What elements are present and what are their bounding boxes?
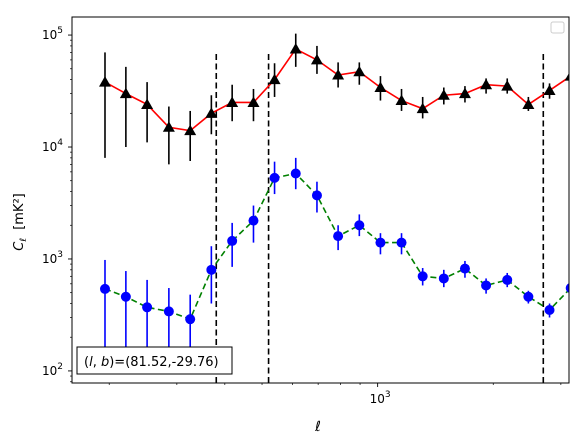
y-tick-label-2: 104 [42,138,63,154]
y-axis-label-unit: [mK²] [12,193,27,230]
axis-tick-labels: 102 103 104 105 103 [42,26,391,406]
legend-box [550,21,565,34]
x-axis-label: ℓ [314,419,321,435]
y-tick-label-1: 103 [42,250,63,266]
series-0-point-11 [332,68,345,80]
series-0-point-10 [310,53,323,65]
series-1-point-11 [333,231,344,242]
series-1-point-20 [523,291,534,302]
series-0-point-1 [119,87,132,99]
series-1-point-0 [99,283,110,294]
series-1-point-9 [290,168,301,179]
series-1-point-12 [354,220,365,231]
series-0-point-15 [416,102,429,114]
series-0 [98,33,569,165]
series-1-point-2 [142,302,153,313]
plot-frame [71,16,570,384]
series-1-point-4 [185,314,196,325]
series-1-point-7 [248,215,259,226]
series-1-point-8 [269,172,280,183]
x-tick-label-0: 103 [370,390,391,406]
series-0-point-16 [437,89,450,100]
series-1-point-19 [502,274,513,285]
y-tick-label-3: 105 [42,26,63,42]
y-axis-label-sub: ℓ [19,238,29,243]
annotation-box: (l, b)=(81.52,-29.76) [76,346,233,375]
y-tick-label-0: 102 [42,362,63,378]
series-0-point-13 [374,81,387,93]
series-1-point-22 [565,283,569,293]
series-1-point-1 [120,291,131,302]
axis-ticks [68,34,562,387]
series-0-point-22 [564,73,569,81]
series-0-point-17 [458,87,471,99]
series-1-point-6 [227,235,238,246]
series-0-point-19 [501,80,514,91]
series-0-point-8 [268,73,281,85]
series-0-point-5 [205,107,218,118]
series-1-point-18 [481,280,492,291]
series-0-point-3 [162,121,175,132]
series-1-point-15 [417,271,428,282]
svg-text:Cℓ [mK²]: Cℓ [mK²] [12,193,29,250]
series-0-point-12 [353,65,366,77]
series-0-point-0 [98,76,111,87]
series-0-point-14 [395,94,408,106]
series-1-point-14 [396,237,407,248]
series-1-point-16 [438,273,449,284]
series-0-point-7 [247,96,260,107]
y-axis-label-main: C [12,241,27,251]
vertical-dashed-lines [215,52,545,383]
series-1-point-17 [459,263,470,274]
svg-text:(l, b)=(81.52,-29.76): (l, b)=(81.52,-29.76) [84,355,219,370]
series-1-point-10 [311,190,322,201]
series-0-point-2 [141,98,154,109]
series-0-point-6 [226,96,239,107]
series-0-point-9 [289,43,302,54]
series-1-point-3 [163,306,174,317]
y-axis-label: Cℓ [mK²] [12,193,29,250]
series-0-point-20 [522,98,535,109]
series-1-point-13 [375,237,386,248]
series-1-point-5 [206,264,217,275]
series-0-point-18 [480,78,493,90]
series-1-point-21 [544,305,555,316]
series-0-point-4 [184,124,197,136]
series-0-point-21 [543,84,556,95]
plot-area [72,17,569,383]
plot-background [72,17,569,383]
